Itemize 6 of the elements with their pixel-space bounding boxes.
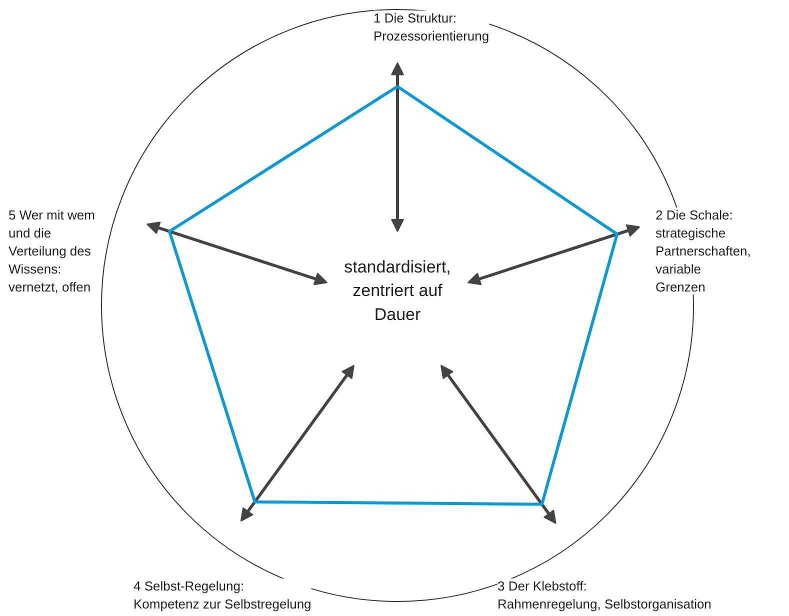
text: standardisiert, zentriert auf Dauer [344,257,451,324]
spoke-label: 3 Der Klebstoff: Rahmenregelung, Selbstorganisation [498,578,712,612]
spoke-label: 4 Selbst-Regelung: Kompetenz zur Selbstregelung [134,578,312,612]
spoke-label: 5 Wer mit wem und die Verteilung des Wissens: vernetzt, offen [8,208,95,294]
spoke-label: 1 Die Struktur: Prozessorientierung [374,10,490,44]
spoke-label: 2 Die Schale: strategische Partnerschaften, variable Grenzen [656,208,751,294]
